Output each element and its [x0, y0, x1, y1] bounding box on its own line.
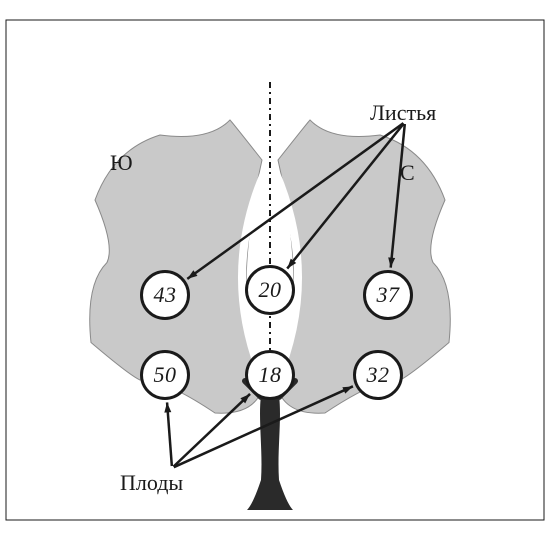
badge-bottom-left: 50	[140, 350, 190, 400]
badge-bottom-mid: 18	[245, 350, 295, 400]
badge-top-mid: 20	[245, 265, 295, 315]
label-north: С	[400, 160, 415, 186]
label-south: Ю	[110, 150, 133, 176]
badge-top-right: 37	[363, 270, 413, 320]
badge-bottom-right: 32	[353, 350, 403, 400]
label-leaves: Листья	[370, 100, 436, 126]
diagram-stage: Листья Плоды Ю С 43 20 37 50 18 32	[0, 0, 550, 545]
badge-top-left: 43	[140, 270, 190, 320]
label-fruits: Плоды	[120, 470, 183, 496]
